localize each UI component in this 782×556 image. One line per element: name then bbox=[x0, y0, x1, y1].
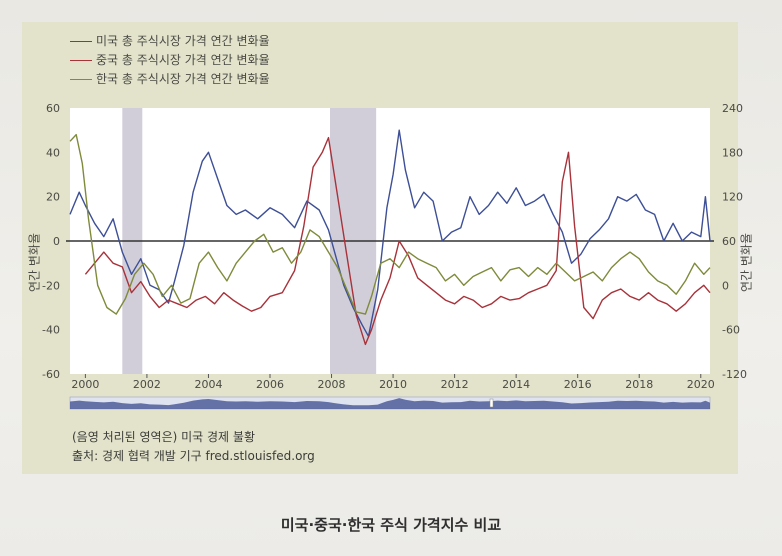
left-tick-label: -60 bbox=[42, 368, 60, 381]
right-tick-label: 120 bbox=[722, 191, 743, 204]
legend: 미국 총 주식시장 가격 연간 변화율 중국 총 주식시장 가격 연간 변화율 … bbox=[70, 32, 270, 89]
x-tick-label: 2010 bbox=[379, 378, 407, 391]
notes: (음영 처리된 영역은) 미국 경제 불황 출처: 경제 협력 개발 기구 fr… bbox=[72, 428, 315, 466]
x-tick-label: 2000 bbox=[71, 378, 99, 391]
source-note: 출처: 경제 협력 개발 기구 fred.stlouisfed.org bbox=[72, 449, 315, 463]
legend-swatch-us bbox=[70, 41, 92, 42]
legend-item-china: 중국 총 주식시장 가격 연간 변화율 bbox=[70, 51, 270, 70]
right-tick-label: -60 bbox=[722, 324, 740, 337]
recession-note: (음영 처리된 영역은) 미국 경제 불황 bbox=[72, 430, 255, 444]
right-axis-label: 연간 변화율 bbox=[739, 233, 754, 293]
left-tick-label: 20 bbox=[46, 191, 60, 204]
series-line-us bbox=[69, 129, 711, 337]
right-tick-label: -120 bbox=[722, 368, 747, 381]
left-tick-label: 60 bbox=[46, 102, 60, 115]
left-tick-label: -20 bbox=[42, 279, 60, 292]
legend-swatch-china bbox=[70, 60, 92, 61]
x-tick-label: 2004 bbox=[194, 378, 222, 391]
left-tick-label: 40 bbox=[46, 146, 60, 159]
range-navigator-area bbox=[70, 398, 710, 409]
x-tick-label: 2016 bbox=[564, 378, 592, 391]
legend-item-us: 미국 총 주식시장 가격 연간 변화율 bbox=[70, 32, 270, 51]
range-navigator-handle bbox=[489, 398, 494, 408]
legend-label-us: 미국 총 주식시장 가격 연간 변화율 bbox=[96, 34, 270, 48]
series-line-china bbox=[84, 136, 711, 346]
x-tick-label: 2014 bbox=[502, 378, 530, 391]
x-tick-label: 2018 bbox=[625, 378, 653, 391]
right-tick-label: 0 bbox=[722, 279, 729, 292]
x-tick-label: 2002 bbox=[133, 378, 161, 391]
legend-item-korea: 한국 총 주식시장 가격 연간 변화율 bbox=[70, 70, 270, 89]
legend-swatch-korea bbox=[70, 79, 92, 80]
x-tick-label: 2008 bbox=[318, 378, 346, 391]
right-tick-label: 240 bbox=[722, 102, 743, 115]
left-tick-label: -40 bbox=[42, 324, 60, 337]
figure-caption: 미국·중국·한국 주식 가격지수 비교 bbox=[280, 516, 502, 534]
legend-label-china: 중국 총 주식시장 가격 연간 변화율 bbox=[96, 53, 270, 67]
legend-label-korea: 한국 총 주식시장 가격 연간 변화율 bbox=[96, 72, 270, 86]
x-tick-label: 2020 bbox=[687, 378, 715, 391]
x-tick-label: 2012 bbox=[441, 378, 469, 391]
left-axis-label: 연간 변화율 bbox=[27, 233, 42, 293]
left-tick-label: 0 bbox=[53, 235, 60, 248]
x-tick-label: 2006 bbox=[256, 378, 284, 391]
right-tick-label: 60 bbox=[722, 235, 736, 248]
right-tick-label: 180 bbox=[722, 146, 743, 159]
series-line-korea bbox=[69, 133, 711, 315]
